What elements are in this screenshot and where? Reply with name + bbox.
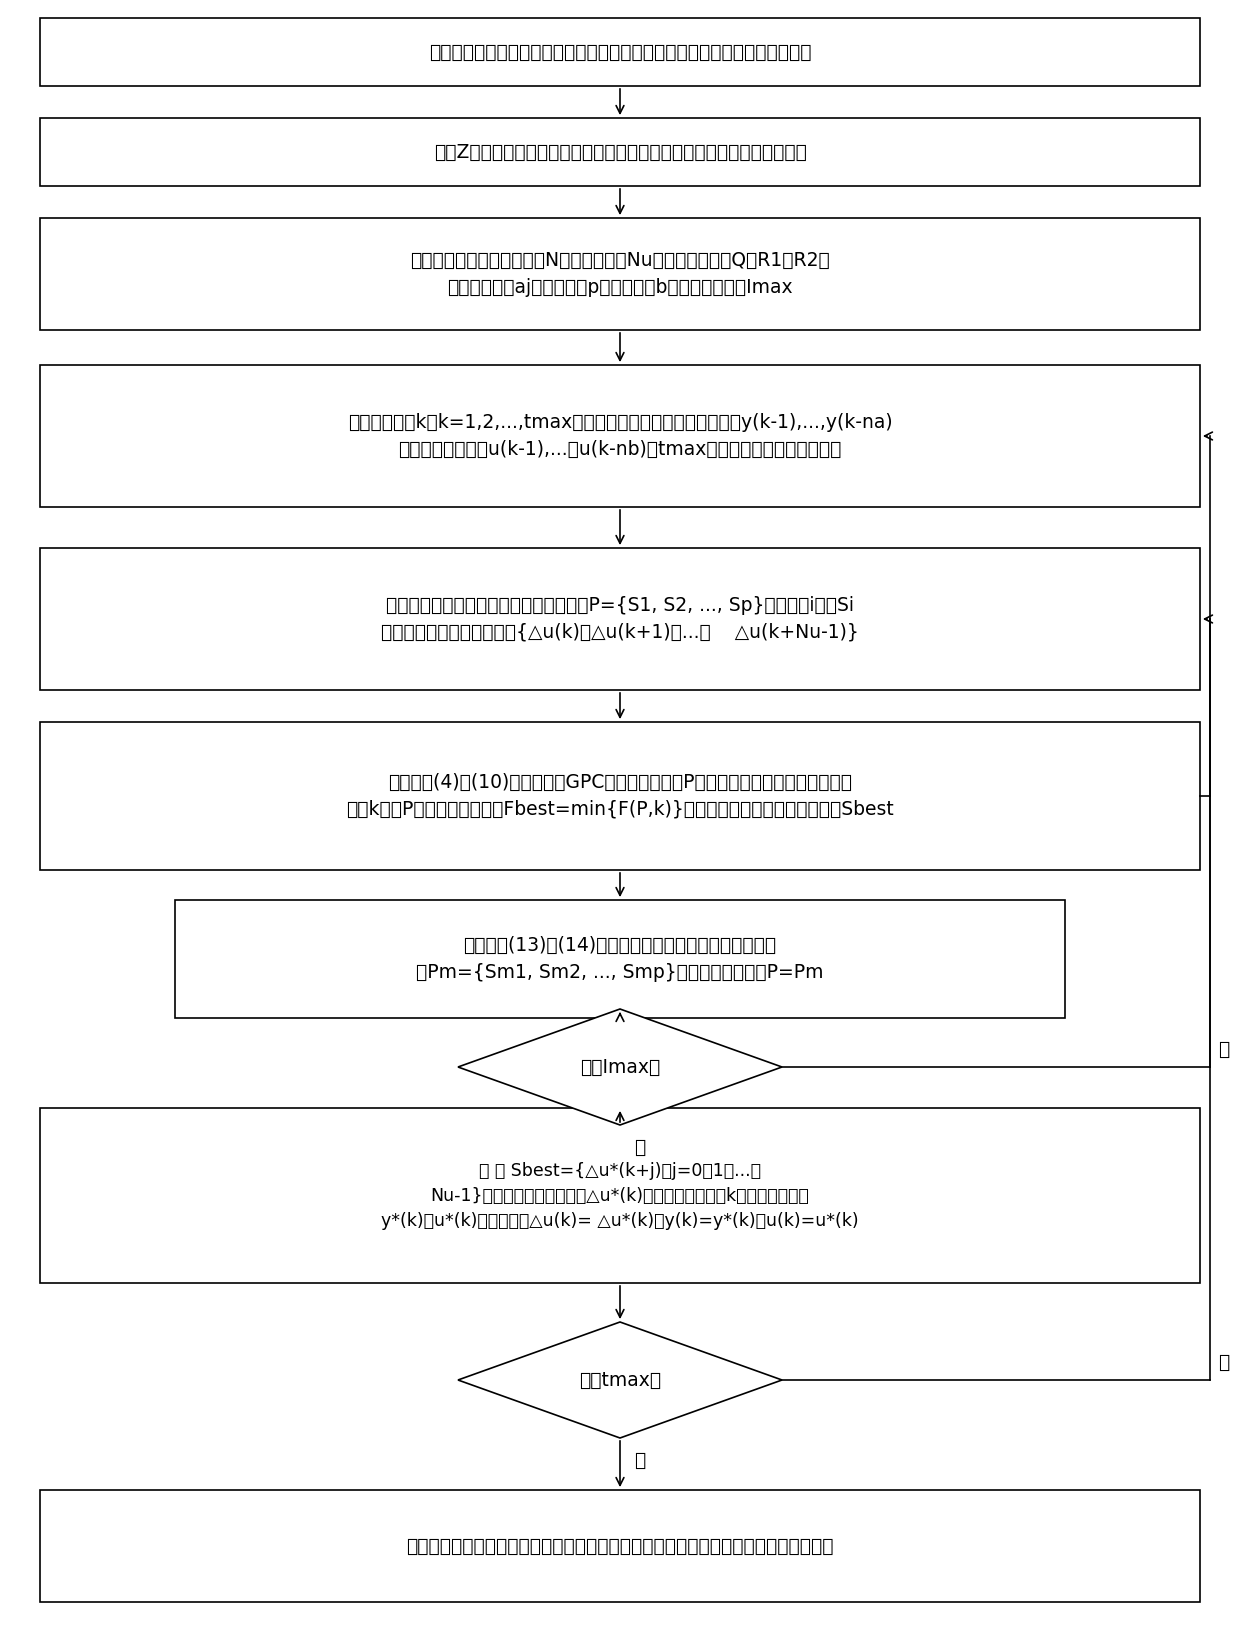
FancyBboxPatch shape xyxy=(40,1490,1200,1603)
Text: 是: 是 xyxy=(635,1138,646,1157)
Text: 设置参数值：预测时域长度N，控制域长度Nu，权重系数矩阵Q、R1和R2，
柔化系数矩阵aj，种群规模p，变异系数b，最大迭代次数Imax: 设置参数值：预测时域长度N，控制域长度Nu，权重系数矩阵Q、R1和R2， 柔化系… xyxy=(410,251,830,297)
FancyBboxPatch shape xyxy=(40,548,1200,690)
FancyBboxPatch shape xyxy=(40,18,1200,86)
Text: 保 存 Sbest={△u*(k+j)，j=0，1，...，
Nu-1}，计算在最优控制增量△u*(k)作用下的当前时刻k对应的系统输出
y*(k)和u*(k): 保 存 Sbest={△u*(k+j)，j=0，1，...， Nu-1}，计算在… xyxy=(381,1162,859,1229)
Text: 按照公式(4)～(10)所示的约束GPC优化目标对种群P进行适应度函数评价，获得当前
时刻k种群P的最好适应度函数Fbest=min{F(P,k)}，将对应的个: 按照公式(4)～(10)所示的约束GPC优化目标对种群P进行适应度函数评价，获得… xyxy=(346,774,894,819)
Text: 满足tmax？: 满足tmax？ xyxy=(579,1371,661,1389)
Polygon shape xyxy=(458,1322,782,1438)
FancyBboxPatch shape xyxy=(175,899,1065,1018)
FancyBboxPatch shape xyxy=(40,118,1200,186)
Text: 通过小信号机理分析建模方法建立多区互联电力系统负荷频率的状态空间模型: 通过小信号机理分析建模方法建立多区互联电力系统负荷频率的状态空间模型 xyxy=(429,42,811,62)
FancyBboxPatch shape xyxy=(40,219,1200,330)
Polygon shape xyxy=(458,1009,782,1124)
Text: 通过Z变换建立多区互联电力系统负荷频率的受控自回归积分滑动平均模型: 通过Z变换建立多区互联电力系统负荷频率的受控自回归积分滑动平均模型 xyxy=(434,142,806,162)
Text: 读取当前时刻k（k=1,2,...,tmax）的历史信息，包括系统输出信号y(k-1),...,y(k-na)
和控制器输出信号u(k-1),...，u(k-n: 读取当前时刻k（k=1,2,...,tmax）的历史信息，包括系统输出信号y(k… xyxy=(347,413,893,459)
Text: 是: 是 xyxy=(635,1451,646,1469)
Text: 输出多区互联电力系统最优系统输出曲线、最优控制增量信号曲线和最优控制信号曲线: 输出多区互联电力系统最优系统输出曲线、最优控制增量信号曲线和最优控制信号曲线 xyxy=(407,1536,833,1555)
Text: 满足Imax？: 满足Imax？ xyxy=(580,1058,660,1077)
Text: 按照公式(13)～(14)所示的实数变异操作因子产生新的种
群Pm={Sm1, Sm2, ..., Smp}，并无条件地接受P=Pm: 按照公式(13)～(14)所示的实数变异操作因子产生新的种 群Pm={Sm1, … xyxy=(417,937,823,982)
Text: 否: 否 xyxy=(1218,1040,1229,1059)
FancyBboxPatch shape xyxy=(40,1108,1200,1283)
FancyBboxPatch shape xyxy=(40,721,1200,870)
Text: 否: 否 xyxy=(1218,1353,1229,1371)
FancyBboxPatch shape xyxy=(40,366,1200,508)
Text: 随机产生满足约束条件的实数编码的种群P={S1, S2, ..., Sp}，其中第i个体Si
表示待优化的控制增量序列{△u(k)，△u(k+1)，...，  : 随机产生满足约束条件的实数编码的种群P={S1, S2, ..., Sp}，其中… xyxy=(381,596,859,641)
